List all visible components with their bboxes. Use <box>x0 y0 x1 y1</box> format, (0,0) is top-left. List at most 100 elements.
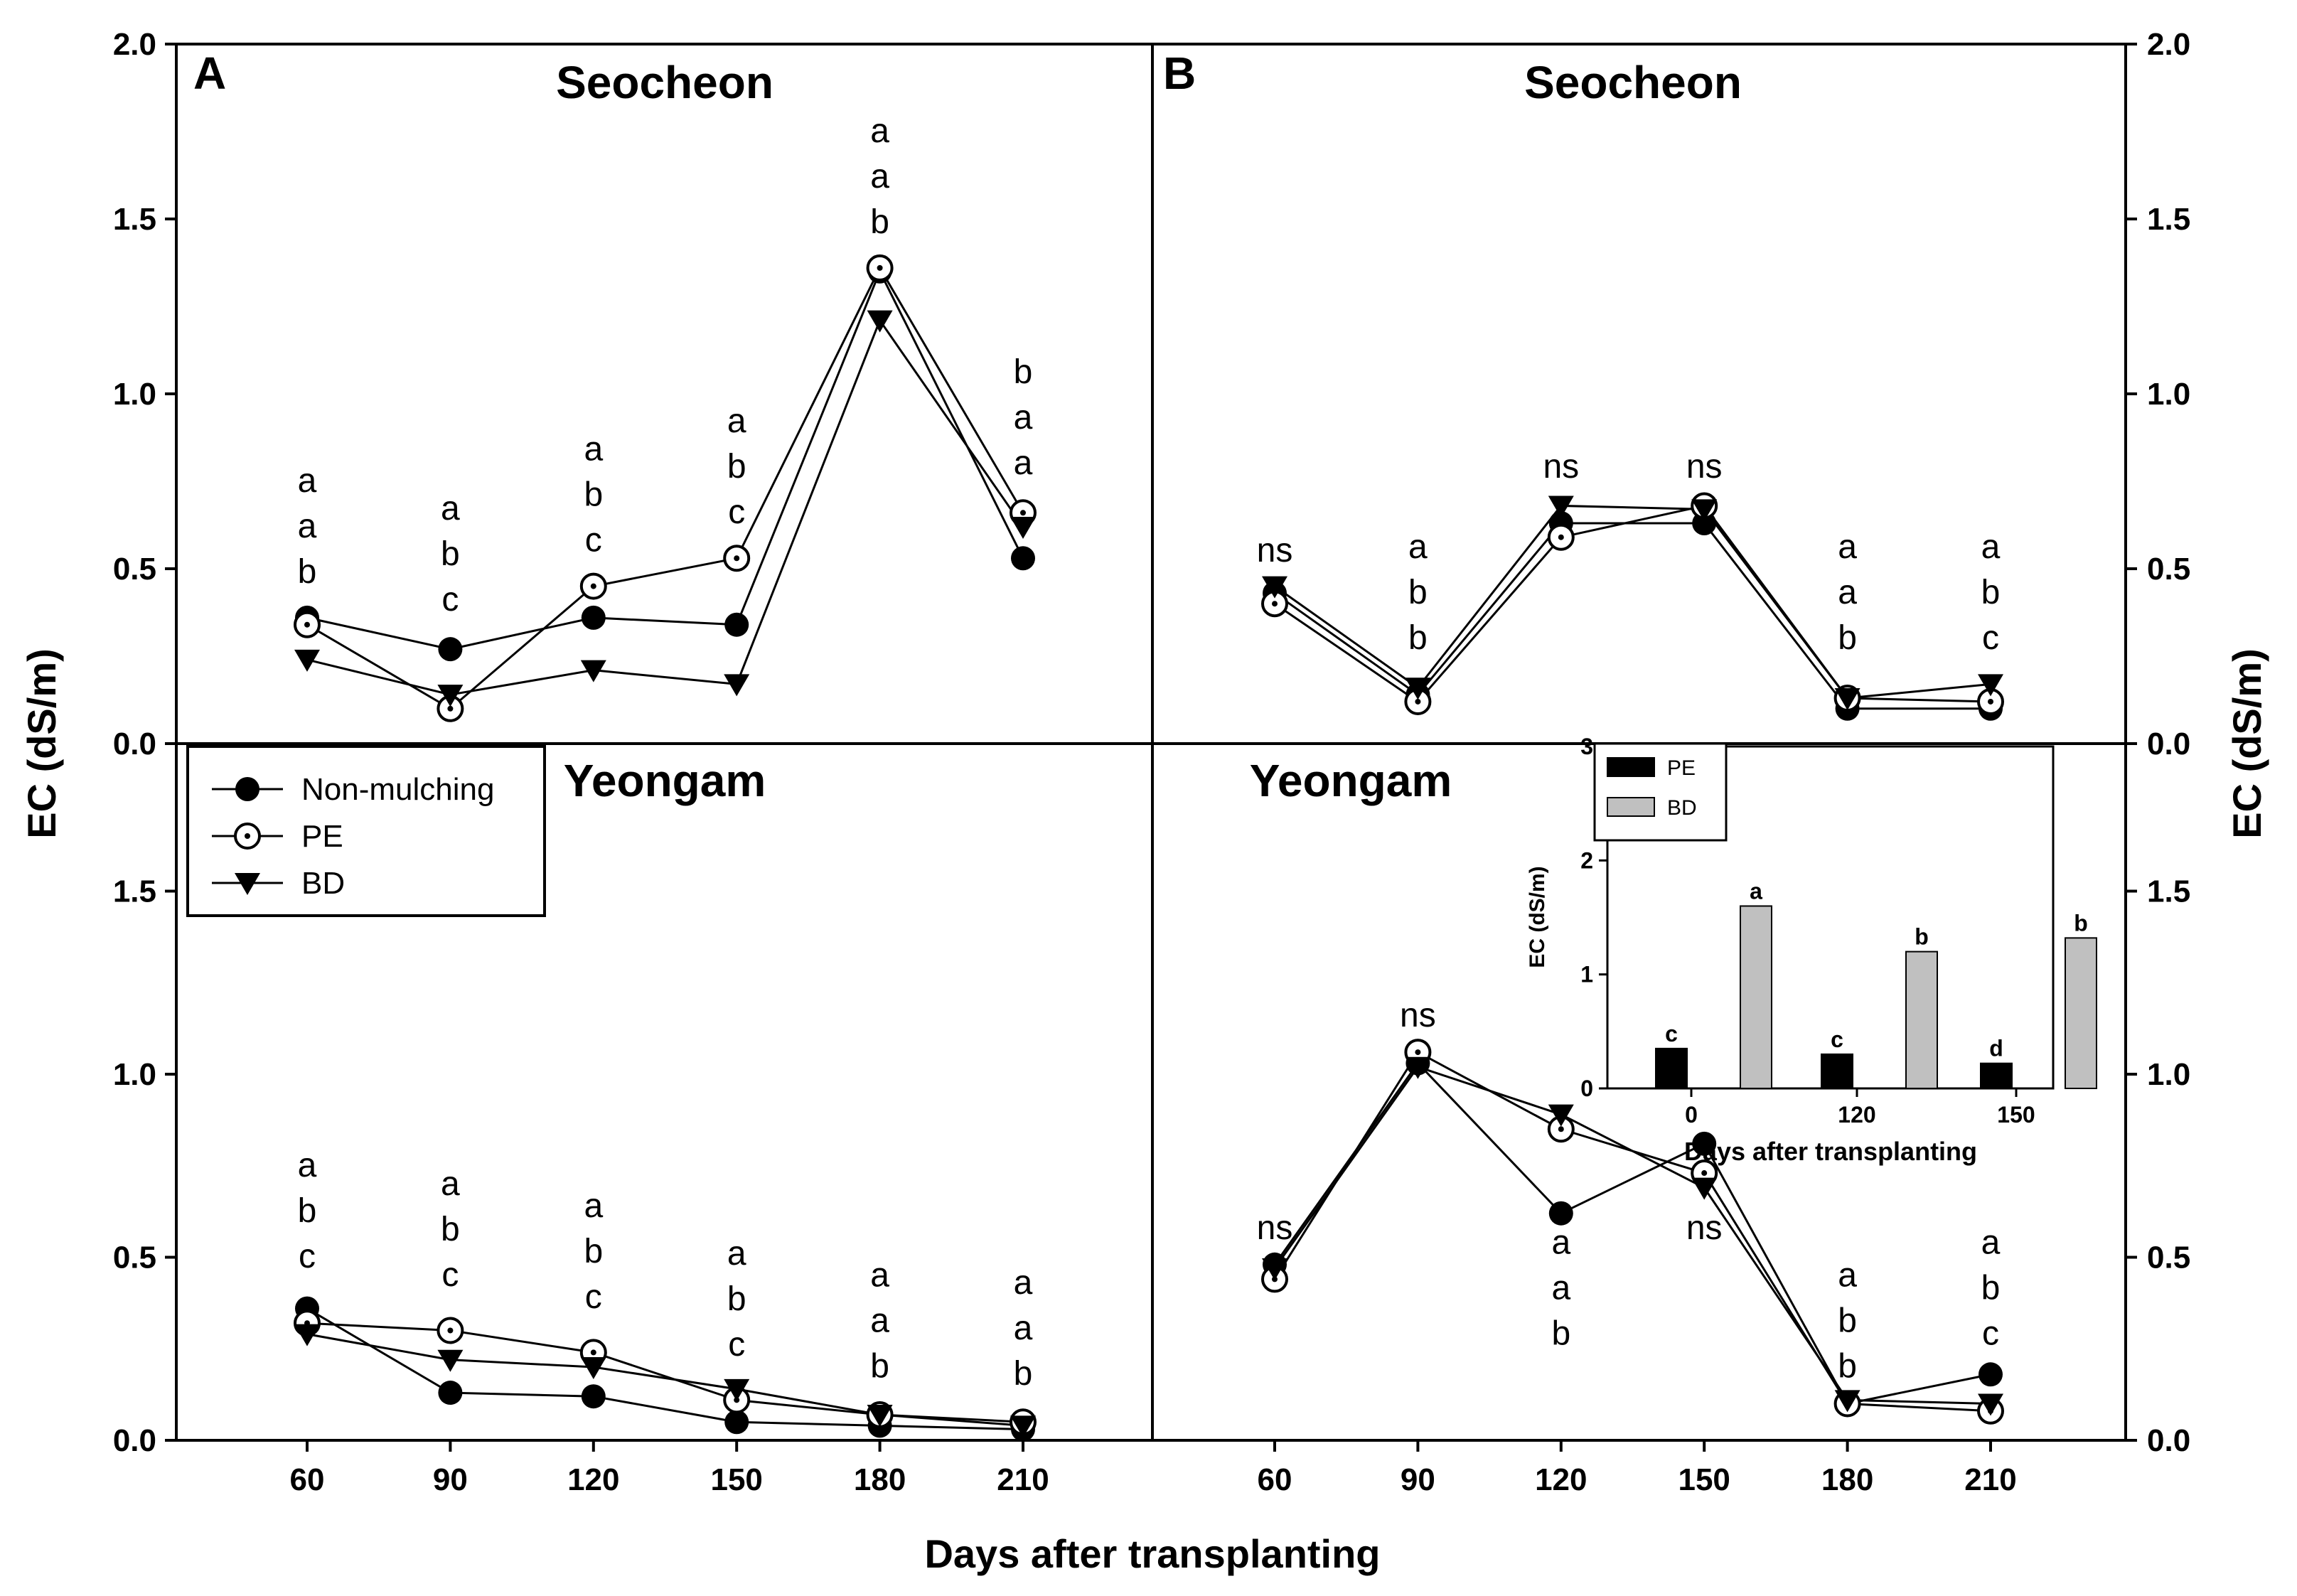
data-point-pe-dot <box>447 1327 454 1334</box>
data-point-pe-dot <box>447 705 454 712</box>
significance-letter: a <box>870 1257 889 1295</box>
data-point-bd <box>867 310 893 333</box>
data-point-bd <box>1978 1393 2003 1416</box>
data-point-bd <box>294 649 320 672</box>
data-point-bd <box>1548 1104 1574 1127</box>
data-point-pe-dot <box>1988 698 1993 705</box>
data-point-bd <box>580 1357 606 1379</box>
data-point-pe-dot <box>1558 534 1564 540</box>
significance-letter: b <box>584 476 603 513</box>
significance-letter: a <box>1981 1223 2001 1261</box>
significance-letter: c <box>585 521 602 559</box>
significance-letter: b <box>441 535 460 573</box>
inset-bar-bd <box>1740 905 1772 1089</box>
data-point-pe-dot <box>590 1349 596 1356</box>
panel-label: A <box>193 48 226 99</box>
significance-letter: a <box>584 430 603 468</box>
significance-letter: b <box>1014 1355 1033 1393</box>
inset-bar-label: c <box>1831 1027 1843 1052</box>
panel-title: Yeongam <box>1250 755 1452 806</box>
y-axis-label-left: EC (dS/m) <box>19 648 64 839</box>
significance-letter: a <box>1014 1264 1033 1302</box>
y-tick-label-right: 2.0 <box>2147 27 2190 62</box>
data-point-pe-dot <box>1272 601 1278 607</box>
significance-letter: a <box>727 402 746 440</box>
data-point-pe-dot <box>877 264 883 271</box>
legend-label: Non-mulching <box>301 772 494 807</box>
significance-letter: a <box>870 158 889 196</box>
y-tick-label-left: 0.5 <box>113 552 156 587</box>
significance-letter: c <box>1982 1314 1999 1352</box>
significance-letter: a <box>298 462 317 500</box>
data-point-bd <box>580 660 606 682</box>
significance-letter: a <box>1981 528 2001 566</box>
inset-bar-pe <box>1821 1053 1853 1090</box>
x-tick-label: 60 <box>290 1462 325 1497</box>
inset-y-tick-label: 3 <box>1580 734 1593 759</box>
series-line-non-mulching <box>306 1307 1024 1431</box>
significance-letter: b <box>584 1233 603 1270</box>
data-point-pe-dot <box>1020 510 1026 516</box>
y-tick-label-right: 0.0 <box>2147 1423 2190 1458</box>
significance-letter: b <box>1408 619 1428 657</box>
inset-bar-chart: 0 1 2 3 EC (dS/m) 0 c a 120 c b 150 d b Days after tra… <box>1526 734 2097 1166</box>
y-tick-label-right: 1.0 <box>2147 377 2190 412</box>
x-tick-label: 210 <box>997 1462 1049 1497</box>
data-point-bd <box>1978 674 2003 697</box>
data-point-bd <box>437 1349 464 1372</box>
data-point-non-mulching <box>438 1381 463 1405</box>
series-line-non-mulching <box>1274 522 1991 710</box>
y-tick-label-left: 2.0 <box>113 27 156 62</box>
significance-letter: b <box>441 1211 460 1248</box>
series-line-non-mulching <box>1273 1061 1991 1405</box>
y-axis-label-right: EC (dS/m) <box>2224 648 2269 839</box>
series-line-bd <box>306 318 1024 696</box>
significance-letter: a <box>298 1147 317 1184</box>
data-point-non-mulching <box>581 1384 606 1409</box>
inset-legend-swatch <box>1607 757 1655 777</box>
significance-letter: b <box>727 1280 746 1318</box>
panel-title: Yeongam <box>564 755 766 806</box>
significance-letter: b <box>1838 1348 1857 1386</box>
y-tick-label-left: 0.0 <box>113 727 156 761</box>
data-point-bd <box>724 674 750 697</box>
significance-letter: a <box>1014 444 1033 482</box>
significance-letter: b <box>1014 353 1033 391</box>
significance-letter: b <box>1408 574 1428 611</box>
inset-bar-bd <box>2065 937 2097 1089</box>
inset-y-tick-label: 0 <box>1580 1076 1593 1101</box>
significance-letter: ns <box>1686 448 1723 486</box>
legend-label: PE <box>301 819 343 854</box>
y-tick-label-left: 1.5 <box>113 202 156 237</box>
significance-letter: a <box>1014 399 1033 437</box>
significance-letter: a <box>727 1235 746 1273</box>
inset-y-axis-label: EC (dS/m) <box>1526 866 1549 968</box>
inset-bar-label: b <box>1915 924 1929 950</box>
x-tick-label: 210 <box>1964 1462 2016 1497</box>
inset-x-tick-label: 0 <box>1685 1102 1698 1128</box>
y-tick-label-right: 0.0 <box>2147 727 2190 761</box>
inset-legend-label: BD <box>1667 796 1697 820</box>
series-line-pe <box>1274 504 1991 703</box>
y-tick-label-left: 0.0 <box>113 1423 156 1458</box>
legend-marker-dot <box>245 833 250 839</box>
significance-letter: a <box>1408 528 1428 566</box>
significance-letter: c <box>441 581 459 618</box>
data-point-bd <box>724 1378 750 1401</box>
y-tick-label-right: 1.5 <box>2147 874 2190 909</box>
data-point-pe-dot <box>590 583 596 589</box>
series-line-bd <box>306 1333 1024 1427</box>
data-point-bd <box>867 1404 893 1427</box>
x-tick-label: 180 <box>1821 1462 1873 1497</box>
legend: Non-mulching PE BD <box>186 745 546 917</box>
data-point-bd <box>1010 516 1036 539</box>
significance-letter: b <box>1838 619 1857 657</box>
significance-letter: c <box>1982 619 1999 657</box>
data-point-bd <box>1691 499 1718 522</box>
significance-letter: b <box>298 1192 317 1230</box>
data-point-bd <box>1010 1415 1036 1438</box>
inset-bar-label: c <box>1665 1021 1678 1046</box>
significance-letter: b <box>1551 1314 1570 1352</box>
y-tick-label-left: 1.0 <box>113 1057 156 1092</box>
